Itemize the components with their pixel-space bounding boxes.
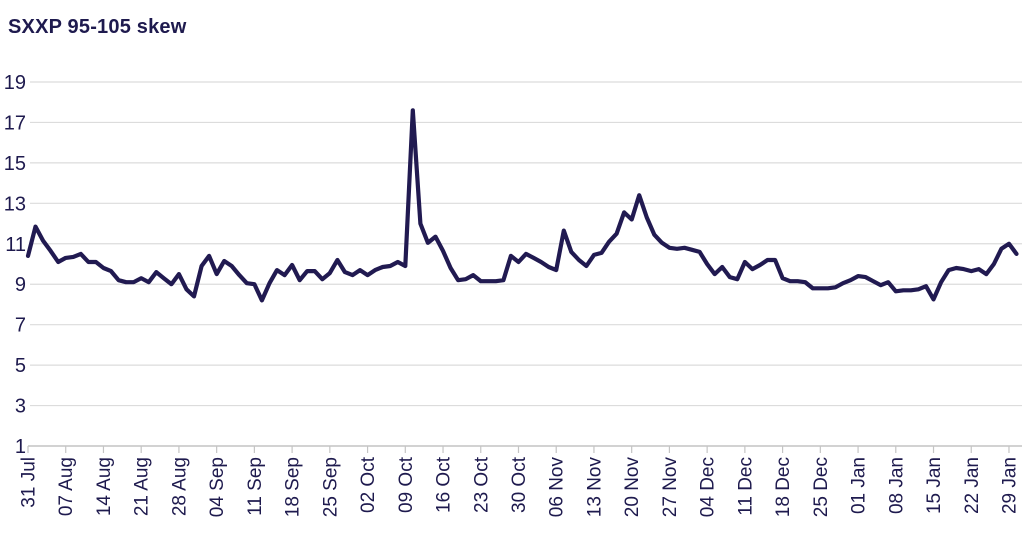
y-tick-label: 3 xyxy=(15,396,26,418)
y-tick-label: 7 xyxy=(15,315,26,337)
x-tick-label: 06 Nov xyxy=(547,457,568,518)
x-tick-label: 13 Nov xyxy=(584,457,605,518)
x-tick-label: 25 Sep xyxy=(320,457,341,517)
x-tick-label: 18 Sep xyxy=(283,457,304,517)
x-tick-label: 04 Sep xyxy=(207,457,228,517)
x-tick-label: 30 Oct xyxy=(509,456,530,513)
y-tick-label: 9 xyxy=(15,274,26,296)
x-tick-label: 09 Oct xyxy=(396,456,417,513)
x-tick-label: 11 Dec xyxy=(735,457,756,516)
y-tick-label: 11 xyxy=(5,234,26,256)
y-tick-label: 5 xyxy=(15,355,26,377)
x-tick-label: 07 Aug xyxy=(56,457,77,516)
x-tick-label: 21 Aug xyxy=(132,457,153,516)
x-tick-label: 16 Oct xyxy=(434,456,455,513)
y-tick-label: 13 xyxy=(4,193,26,215)
x-tick-label: 28 Aug xyxy=(169,457,190,516)
x-tick-label: 20 Nov xyxy=(622,457,643,518)
x-tick-label: 08 Jan xyxy=(886,457,907,514)
x-tick-label: 01 Jan xyxy=(849,457,870,514)
chart-title: SXXP 95-105 skew xyxy=(8,16,187,38)
y-tick-label: 17 xyxy=(4,112,26,134)
x-tick-label: 14 Aug xyxy=(94,457,115,516)
y-tick-label: 19 xyxy=(4,72,26,94)
x-tick-label: 11 Sep xyxy=(245,457,266,516)
y-tick-label: 15 xyxy=(4,153,26,175)
x-tick-label: 02 Oct xyxy=(358,456,379,513)
series-line xyxy=(25,108,1019,303)
x-tick-label: 25 Dec xyxy=(811,457,832,517)
x-tick-label: 15 Jan xyxy=(924,457,945,514)
x-tick-label: 18 Dec xyxy=(773,457,794,517)
x-tick-label: 04 Dec xyxy=(698,457,719,517)
x-tick-label: 27 Nov xyxy=(660,457,681,518)
x-tick-label: 22 Jan xyxy=(962,457,983,514)
x-tick-label: 29 Jan xyxy=(999,457,1020,514)
y-tick-label: 1 xyxy=(15,436,26,458)
x-tick-label: 31 Jul xyxy=(19,457,40,508)
x-tick-label: 23 Oct xyxy=(471,456,492,513)
